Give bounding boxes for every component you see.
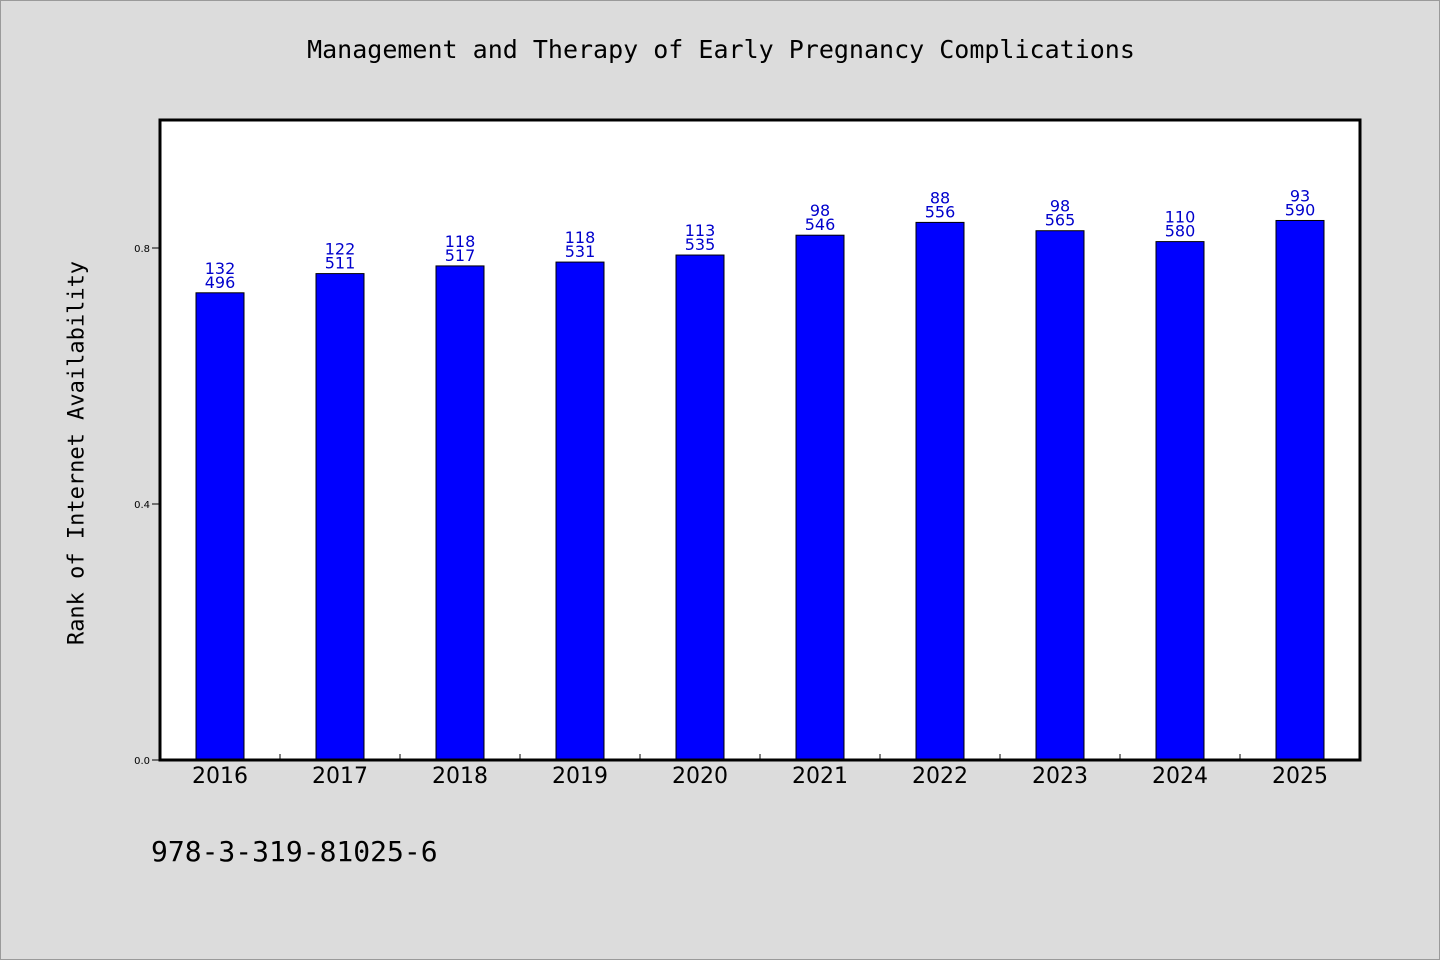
bar-2023 — [1035, 230, 1085, 761]
y-axis: 0.0 0.4 0.8 — [134, 244, 160, 767]
plot-border — [158, 118, 1362, 762]
x-tick-label-2023: 2023 — [1032, 764, 1088, 789]
bar-2024 — [1155, 241, 1205, 761]
y-tick-label-0.4: 0.4 — [134, 500, 150, 511]
bar-2017 — [315, 273, 365, 761]
bar-label-bottom-2017: 511 — [325, 254, 356, 273]
x-tick-label-2025: 2025 — [1272, 764, 1328, 789]
bar-label-bottom-2023: 565 — [1045, 211, 1076, 230]
bar-2020 — [675, 254, 725, 761]
x-tick-label-2018: 2018 — [432, 764, 488, 789]
bar-labels-group: 1324961225111185171185311135359854688556… — [205, 186, 1316, 291]
bar-2016 — [195, 292, 245, 761]
bar-label-top-2022: 88 — [930, 188, 950, 207]
bar-label-top-2021: 98 — [810, 201, 830, 220]
x-tick-label-2024: 2024 — [1152, 764, 1208, 789]
x-tick-label-2016: 2016 — [192, 764, 248, 789]
bar-label-top-2023: 98 — [1050, 197, 1070, 216]
bar-label-bottom-2025: 590 — [1285, 200, 1316, 219]
bar-label-bottom-2018: 517 — [445, 246, 476, 265]
bar-label-top-2017: 122 — [325, 240, 356, 259]
bar-2019 — [555, 261, 605, 761]
y-tick-label-0.8: 0.8 — [134, 244, 150, 255]
bar-label-bottom-2016: 496 — [205, 273, 236, 292]
bar-label-top-2025: 93 — [1290, 186, 1310, 205]
bar-label-bottom-2022: 556 — [925, 202, 956, 221]
bar-label-top-2024: 110 — [1165, 208, 1196, 227]
x-tick-label-2022: 2022 — [912, 764, 968, 789]
x-tick-label-2019: 2019 — [552, 764, 608, 789]
bar-label-top-2018: 118 — [445, 232, 476, 251]
x-tick-label-2020: 2020 — [672, 764, 728, 789]
x-tick-label-2021: 2021 — [792, 764, 848, 789]
bar-label-top-2020: 113 — [685, 221, 716, 240]
isbn-text: 978-3-319-81025-6 — [151, 835, 438, 868]
bar-label-bottom-2024: 580 — [1165, 222, 1196, 241]
bar-2018 — [435, 265, 485, 761]
bar-2022 — [915, 221, 965, 761]
bar-label-top-2019: 118 — [565, 228, 596, 247]
y-tick-label-0.0: 0.0 — [134, 756, 150, 767]
bar-label-bottom-2019: 531 — [565, 242, 596, 261]
bar-label-bottom-2021: 546 — [805, 215, 836, 234]
bars-group — [195, 219, 1325, 761]
bar-label-bottom-2020: 535 — [685, 235, 716, 254]
x-tick-label-2017: 2017 — [312, 764, 368, 789]
x-axis: 2016 2017 2018 2019 2020 2021 2022 2023 2024 2025 — [192, 754, 1328, 789]
bar-2025 — [1275, 219, 1325, 761]
chart-title: Management and Therapy of Early Pregnanc… — [307, 35, 1135, 64]
bar-label-top-2016: 132 — [205, 259, 236, 278]
bar-2021 — [795, 234, 845, 761]
